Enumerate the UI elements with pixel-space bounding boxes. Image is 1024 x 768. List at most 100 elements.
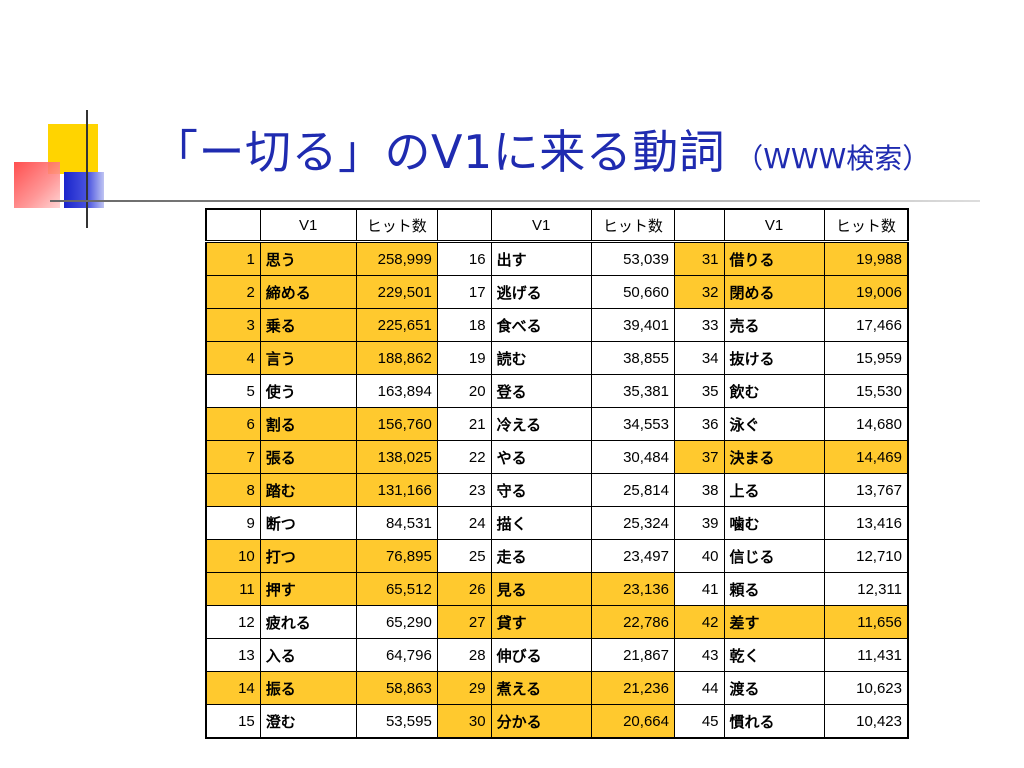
- header-hits-3: ヒット数: [823, 208, 909, 243]
- verb-cell: 伸びる: [490, 638, 592, 672]
- hits-cell: 53,039: [590, 241, 675, 276]
- hits-cell: 19,006: [823, 275, 909, 309]
- table-row: 15 澄む 53,595 30 分かる 20,664 45 慣れる 10,423: [205, 704, 909, 739]
- header-v1-2: V1: [490, 208, 592, 243]
- rank-cell: 21: [436, 407, 492, 441]
- verb-cell: 澄む: [259, 704, 357, 739]
- rank-cell: 44: [673, 671, 725, 705]
- verb-cell: 分かる: [490, 704, 592, 739]
- table-body: 1 思う 258,999 16 出す 53,039 31 借りる 19,988 2 締める 229,5…: [205, 241, 909, 739]
- verb-cell: 断つ: [259, 506, 357, 540]
- verb-cell: 読む: [490, 341, 592, 375]
- rank-cell: 28: [436, 638, 492, 672]
- verb-cell: 使う: [259, 374, 357, 408]
- rank-cell: 4: [205, 341, 261, 375]
- rank-cell: 1: [205, 241, 261, 276]
- rank-cell: 10: [205, 539, 261, 573]
- hits-cell: 65,512: [355, 572, 438, 606]
- hits-cell: 20,664: [590, 704, 675, 739]
- hits-cell: 15,959: [823, 341, 909, 375]
- rank-cell: 18: [436, 308, 492, 342]
- verb-cell: 守る: [490, 473, 592, 507]
- table-row: 10 打つ 76,895 25 走る 23,497 40 信じる 12,710: [205, 539, 909, 573]
- table-row: 8 踏む 131,166 23 守る 25,814 38 上る 13,767: [205, 473, 909, 507]
- verb-cell: 慣れる: [723, 704, 825, 739]
- hits-cell: 12,710: [823, 539, 909, 573]
- rank-cell: 9: [205, 506, 261, 540]
- slide-title-main: 「ー切る」のV1に来る動詞: [152, 125, 726, 179]
- verb-cell: 振る: [259, 671, 357, 705]
- verb-cell: 上る: [723, 473, 825, 507]
- header-hits-2: ヒット数: [590, 208, 675, 243]
- verb-cell: 頼る: [723, 572, 825, 606]
- decor-blue-square: [64, 172, 104, 208]
- rank-cell: 8: [205, 473, 261, 507]
- hits-cell: 11,431: [823, 638, 909, 672]
- rank-cell: 7: [205, 440, 261, 474]
- verb-cell: 冷える: [490, 407, 592, 441]
- hits-cell: 14,680: [823, 407, 909, 441]
- verb-cell: 乾く: [723, 638, 825, 672]
- verb-cell: 差す: [723, 605, 825, 639]
- verb-cell: 逃げる: [490, 275, 592, 309]
- hits-cell: 30,484: [590, 440, 675, 474]
- rank-cell: 6: [205, 407, 261, 441]
- rank-cell: 12: [205, 605, 261, 639]
- rank-cell: 20: [436, 374, 492, 408]
- rank-cell: 16: [436, 241, 492, 276]
- hits-cell: 84,531: [355, 506, 438, 540]
- verb-cell: 泳ぐ: [723, 407, 825, 441]
- rank-cell: 17: [436, 275, 492, 309]
- verb-cell: 噛む: [723, 506, 825, 540]
- verb-cell: 食べる: [490, 308, 592, 342]
- hits-cell: 229,501: [355, 275, 438, 309]
- rank-cell: 43: [673, 638, 725, 672]
- verb-cell: 打つ: [259, 539, 357, 573]
- rank-cell: 19: [436, 341, 492, 375]
- verb-cell: 借りる: [723, 241, 825, 276]
- rank-cell: 41: [673, 572, 725, 606]
- hits-cell: 65,290: [355, 605, 438, 639]
- hits-cell: 23,136: [590, 572, 675, 606]
- hits-cell: 225,651: [355, 308, 438, 342]
- table-row: 3 乗る 225,651 18 食べる 39,401 33 売る 17,466: [205, 308, 909, 342]
- verb-cell: 走る: [490, 539, 592, 573]
- hits-cell: 19,988: [823, 241, 909, 276]
- rank-cell: 5: [205, 374, 261, 408]
- header-v1-3: V1: [723, 208, 825, 243]
- hits-cell: 38,855: [590, 341, 675, 375]
- rank-cell: 36: [673, 407, 725, 441]
- verb-cell: 見る: [490, 572, 592, 606]
- rank-cell: 26: [436, 572, 492, 606]
- verb-cell: 言う: [259, 341, 357, 375]
- verb-cell: 割る: [259, 407, 357, 441]
- verb-cell: 貸す: [490, 605, 592, 639]
- rank-cell: 31: [673, 241, 725, 276]
- table-row: 11 押す 65,512 26 見る 23,136 41 頼る 12,311: [205, 572, 909, 606]
- verb-cell: やる: [490, 440, 592, 474]
- verb-cell: 張る: [259, 440, 357, 474]
- verb-cell: 売る: [723, 308, 825, 342]
- verb-cell: 出す: [490, 241, 592, 276]
- verb-cell: 踏む: [259, 473, 357, 507]
- hits-cell: 25,324: [590, 506, 675, 540]
- rank-cell: 13: [205, 638, 261, 672]
- rank-cell: 14: [205, 671, 261, 705]
- table-row: 2 締める 229,501 17 逃げる 50,660 32 閉める 19,006: [205, 275, 909, 309]
- verb-cell: 乗る: [259, 308, 357, 342]
- verb-cell: 抜ける: [723, 341, 825, 375]
- hits-cell: 76,895: [355, 539, 438, 573]
- hits-cell: 12,311: [823, 572, 909, 606]
- hits-cell: 131,166: [355, 473, 438, 507]
- header-hits-1: ヒット数: [355, 208, 438, 243]
- hits-cell: 34,553: [590, 407, 675, 441]
- hits-cell: 17,466: [823, 308, 909, 342]
- hits-cell: 23,497: [590, 539, 675, 573]
- rank-cell: 24: [436, 506, 492, 540]
- hits-cell: 50,660: [590, 275, 675, 309]
- hits-cell: 22,786: [590, 605, 675, 639]
- table-row: 9 断つ 84,531 24 描く 25,324 39 噛む 13,416: [205, 506, 909, 540]
- rank-cell: 35: [673, 374, 725, 408]
- table-row: 4 言う 188,862 19 読む 38,855 34 抜ける 15,959: [205, 341, 909, 375]
- rank-cell: 3: [205, 308, 261, 342]
